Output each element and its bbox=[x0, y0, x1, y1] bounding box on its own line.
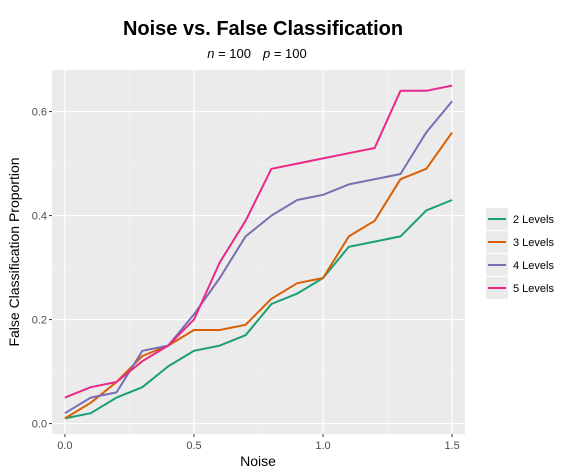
series-lines bbox=[64, 84, 453, 420]
y-tick-label: 0.4 bbox=[32, 211, 47, 223]
series-line-1 bbox=[64, 199, 453, 420]
x-axis-title: Noise bbox=[240, 453, 276, 469]
series-line-4 bbox=[64, 84, 453, 399]
chart-title: Noise vs. False Classification bbox=[123, 18, 403, 40]
subtitle-p-value: = 100 bbox=[270, 46, 307, 61]
y-tick-label: 0.2 bbox=[32, 315, 47, 327]
subtitle-n-value: = 100 bbox=[214, 46, 251, 61]
legend-label: 2 Levels bbox=[513, 214, 554, 226]
legend: 2 Levels 3 Levels 4 Levels 5 Levels bbox=[486, 208, 554, 299]
y-axis-title: False Classification Proportion bbox=[6, 157, 22, 346]
subtitle-n-label: n bbox=[207, 46, 214, 61]
y-tick-label: 0.0 bbox=[32, 419, 47, 431]
chart-subtitle: n = 100 p = 100 bbox=[207, 46, 307, 61]
y-tick-label: 0.6 bbox=[32, 107, 47, 119]
x-axis: 0.0 0.5 1.0 1.5 bbox=[57, 434, 460, 452]
subtitle-p-label: p bbox=[262, 46, 270, 61]
series-line-2 bbox=[64, 131, 453, 420]
grid bbox=[52, 70, 465, 434]
x-tick-label: 0.0 bbox=[57, 440, 72, 452]
legend-label: 3 Levels bbox=[513, 237, 554, 249]
x-tick-label: 1.0 bbox=[315, 440, 330, 452]
x-tick-label: 1.5 bbox=[444, 440, 459, 452]
y-axis: 0.0 0.2 0.4 0.6 bbox=[32, 107, 52, 431]
legend-label: 5 Levels bbox=[513, 283, 554, 295]
x-tick-label: 0.5 bbox=[186, 440, 201, 452]
legend-label: 4 Levels bbox=[513, 260, 554, 272]
